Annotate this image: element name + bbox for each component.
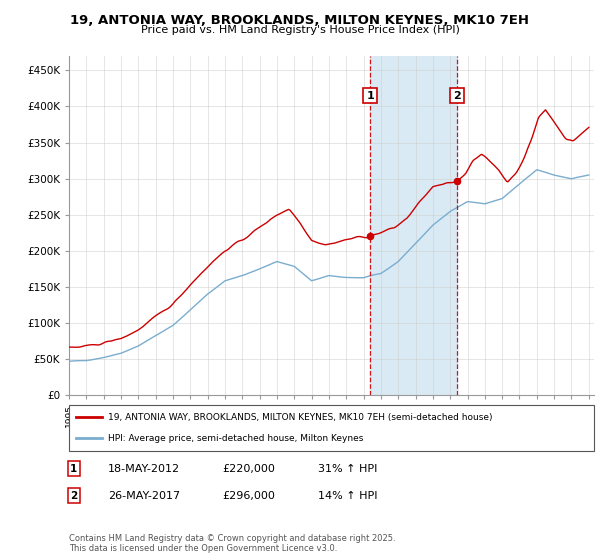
Text: Price paid vs. HM Land Registry's House Price Index (HPI): Price paid vs. HM Land Registry's House …: [140, 25, 460, 35]
Text: 14% ↑ HPI: 14% ↑ HPI: [318, 491, 377, 501]
Text: 19, ANTONIA WAY, BROOKLANDS, MILTON KEYNES, MK10 7EH (semi-detached house): 19, ANTONIA WAY, BROOKLANDS, MILTON KEYN…: [108, 413, 493, 422]
Text: 2: 2: [70, 491, 77, 501]
Bar: [370, 56, 457, 395]
Text: 1: 1: [70, 464, 77, 474]
Text: £220,000: £220,000: [222, 464, 275, 474]
Text: 1: 1: [366, 91, 374, 101]
Text: 19, ANTONIA WAY, BROOKLANDS, MILTON KEYNES, MK10 7EH: 19, ANTONIA WAY, BROOKLANDS, MILTON KEYN…: [71, 14, 530, 27]
Text: 31% ↑ HPI: 31% ↑ HPI: [318, 464, 377, 474]
Text: 18-MAY-2012: 18-MAY-2012: [108, 464, 180, 474]
Text: Contains HM Land Registry data © Crown copyright and database right 2025.
This d: Contains HM Land Registry data © Crown c…: [69, 534, 395, 553]
Text: HPI: Average price, semi-detached house, Milton Keynes: HPI: Average price, semi-detached house,…: [108, 434, 364, 443]
Text: 2: 2: [453, 91, 461, 101]
Text: 26-MAY-2017: 26-MAY-2017: [108, 491, 180, 501]
Text: £296,000: £296,000: [222, 491, 275, 501]
